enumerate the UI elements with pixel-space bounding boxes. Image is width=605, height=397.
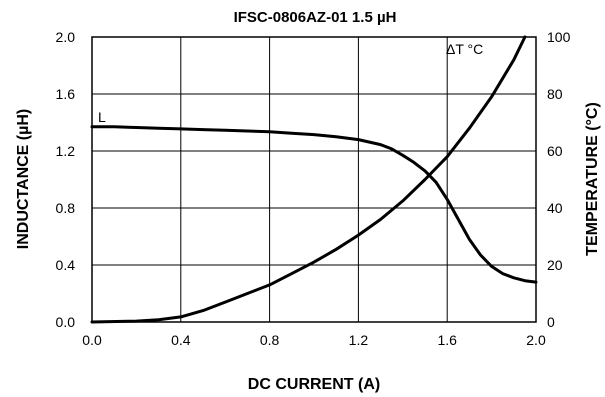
x-tick-label: 0.4 xyxy=(171,332,191,348)
y-right-axis-label: TEMPERATURE (°C) xyxy=(584,102,601,256)
chart-title: IFSC-0806AZ-01 1.5 µH xyxy=(234,9,397,26)
y-left-ticks: 0.0 0.4 0.8 1.2 1.6 2.0 xyxy=(56,29,76,330)
y-right-tick-label: 100 xyxy=(547,29,571,45)
y-left-axis-label: INDUCTANCE (µH) xyxy=(15,109,32,249)
y-right-tick-label: 60 xyxy=(547,143,563,159)
series-temperature-line xyxy=(90,35,527,324)
x-tick-label: 1.2 xyxy=(349,332,369,348)
y-right-tick-label: 0 xyxy=(547,314,555,330)
y-right-tick-label: 40 xyxy=(547,200,563,216)
x-tick-label: 0.8 xyxy=(260,332,280,348)
y-right-ticks: 0 20 40 60 80 100 xyxy=(547,29,571,330)
y-left-tick-label: 1.2 xyxy=(56,143,76,159)
x-axis-label: DC CURRENT (A) xyxy=(248,376,380,393)
x-ticks: 0.0 0.4 0.8 1.2 1.6 2.0 xyxy=(82,332,546,348)
grid xyxy=(92,37,536,322)
series-inductance-label: L xyxy=(98,109,106,125)
y-left-tick-label: 0.4 xyxy=(56,257,76,273)
x-tick-label: 0.0 xyxy=(82,332,102,348)
y-left-tick-label: 0.8 xyxy=(56,200,76,216)
y-left-tick-label: 2.0 xyxy=(56,29,76,45)
y-right-tick-label: 80 xyxy=(547,86,563,102)
y-left-tick-label: 0.0 xyxy=(56,314,76,330)
series-inductance-line xyxy=(90,125,538,284)
series-temperature-label: ΔT °C xyxy=(446,41,483,57)
x-tick-label: 2.0 xyxy=(526,332,546,348)
y-right-tick-label: 20 xyxy=(547,257,563,273)
x-tick-label: 1.6 xyxy=(437,332,457,348)
plot-frame xyxy=(91,36,537,323)
y-left-tick-label: 1.6 xyxy=(56,86,76,102)
